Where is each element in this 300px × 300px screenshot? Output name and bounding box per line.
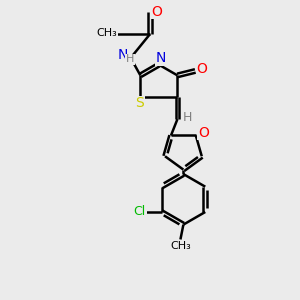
Text: N: N	[117, 49, 128, 62]
Text: S: S	[135, 96, 144, 110]
Text: H: H	[182, 111, 192, 124]
Text: CH₃: CH₃	[97, 28, 117, 38]
Text: Cl: Cl	[134, 206, 146, 218]
Text: CH₃: CH₃	[170, 241, 191, 251]
Text: H: H	[126, 54, 134, 64]
Text: O: O	[198, 125, 209, 140]
Text: N: N	[155, 51, 166, 65]
Text: O: O	[151, 5, 162, 19]
Text: O: O	[196, 62, 207, 76]
